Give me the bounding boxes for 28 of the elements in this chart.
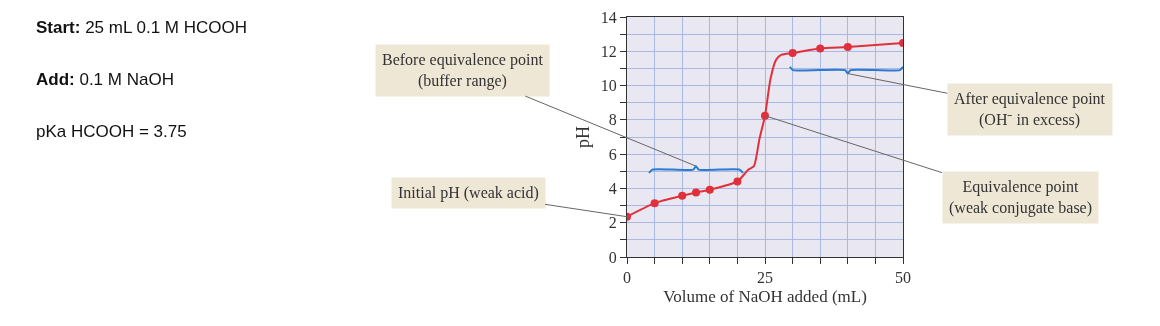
y-axis-title: pH xyxy=(573,126,593,148)
y-tick-label: 4 xyxy=(608,180,617,198)
point xyxy=(678,191,687,200)
annotation: After equivalence point (OH⁻ in excess) xyxy=(954,90,1106,129)
x-tick-label: 50 xyxy=(895,269,911,287)
y-tick-label: 6 xyxy=(608,145,617,163)
annotation: Initial pH (weak acid) xyxy=(398,184,539,202)
point xyxy=(692,188,700,197)
point xyxy=(650,199,659,208)
point xyxy=(733,177,742,186)
point xyxy=(816,44,825,53)
point xyxy=(705,185,714,194)
annotation: Before equivalence point (buffer range) xyxy=(382,51,544,90)
y-tick-label: 10 xyxy=(600,77,617,95)
y-tick-label: 8 xyxy=(608,111,617,129)
point xyxy=(788,49,797,57)
y-tick-label: 0 xyxy=(608,248,617,266)
point xyxy=(843,43,852,51)
text: Start: 25 mL 0.1 M HCOOH xyxy=(36,18,247,38)
annotation: Equivalence point (weak conjugate base) xyxy=(949,178,1093,217)
x-tick-label: 0 xyxy=(623,269,631,287)
text: Add: 0.1 M NaOH xyxy=(36,70,175,90)
x-tick-label: 25 xyxy=(757,269,773,287)
y-tick-label: 2 xyxy=(608,214,617,232)
x-axis-title: Volume of NaOH added (mL) xyxy=(663,286,867,306)
y-tick-label: 14 xyxy=(600,8,617,26)
text: pKa HCOOH = 3.75 xyxy=(36,122,188,142)
y-tick-label: 12 xyxy=(600,42,617,60)
